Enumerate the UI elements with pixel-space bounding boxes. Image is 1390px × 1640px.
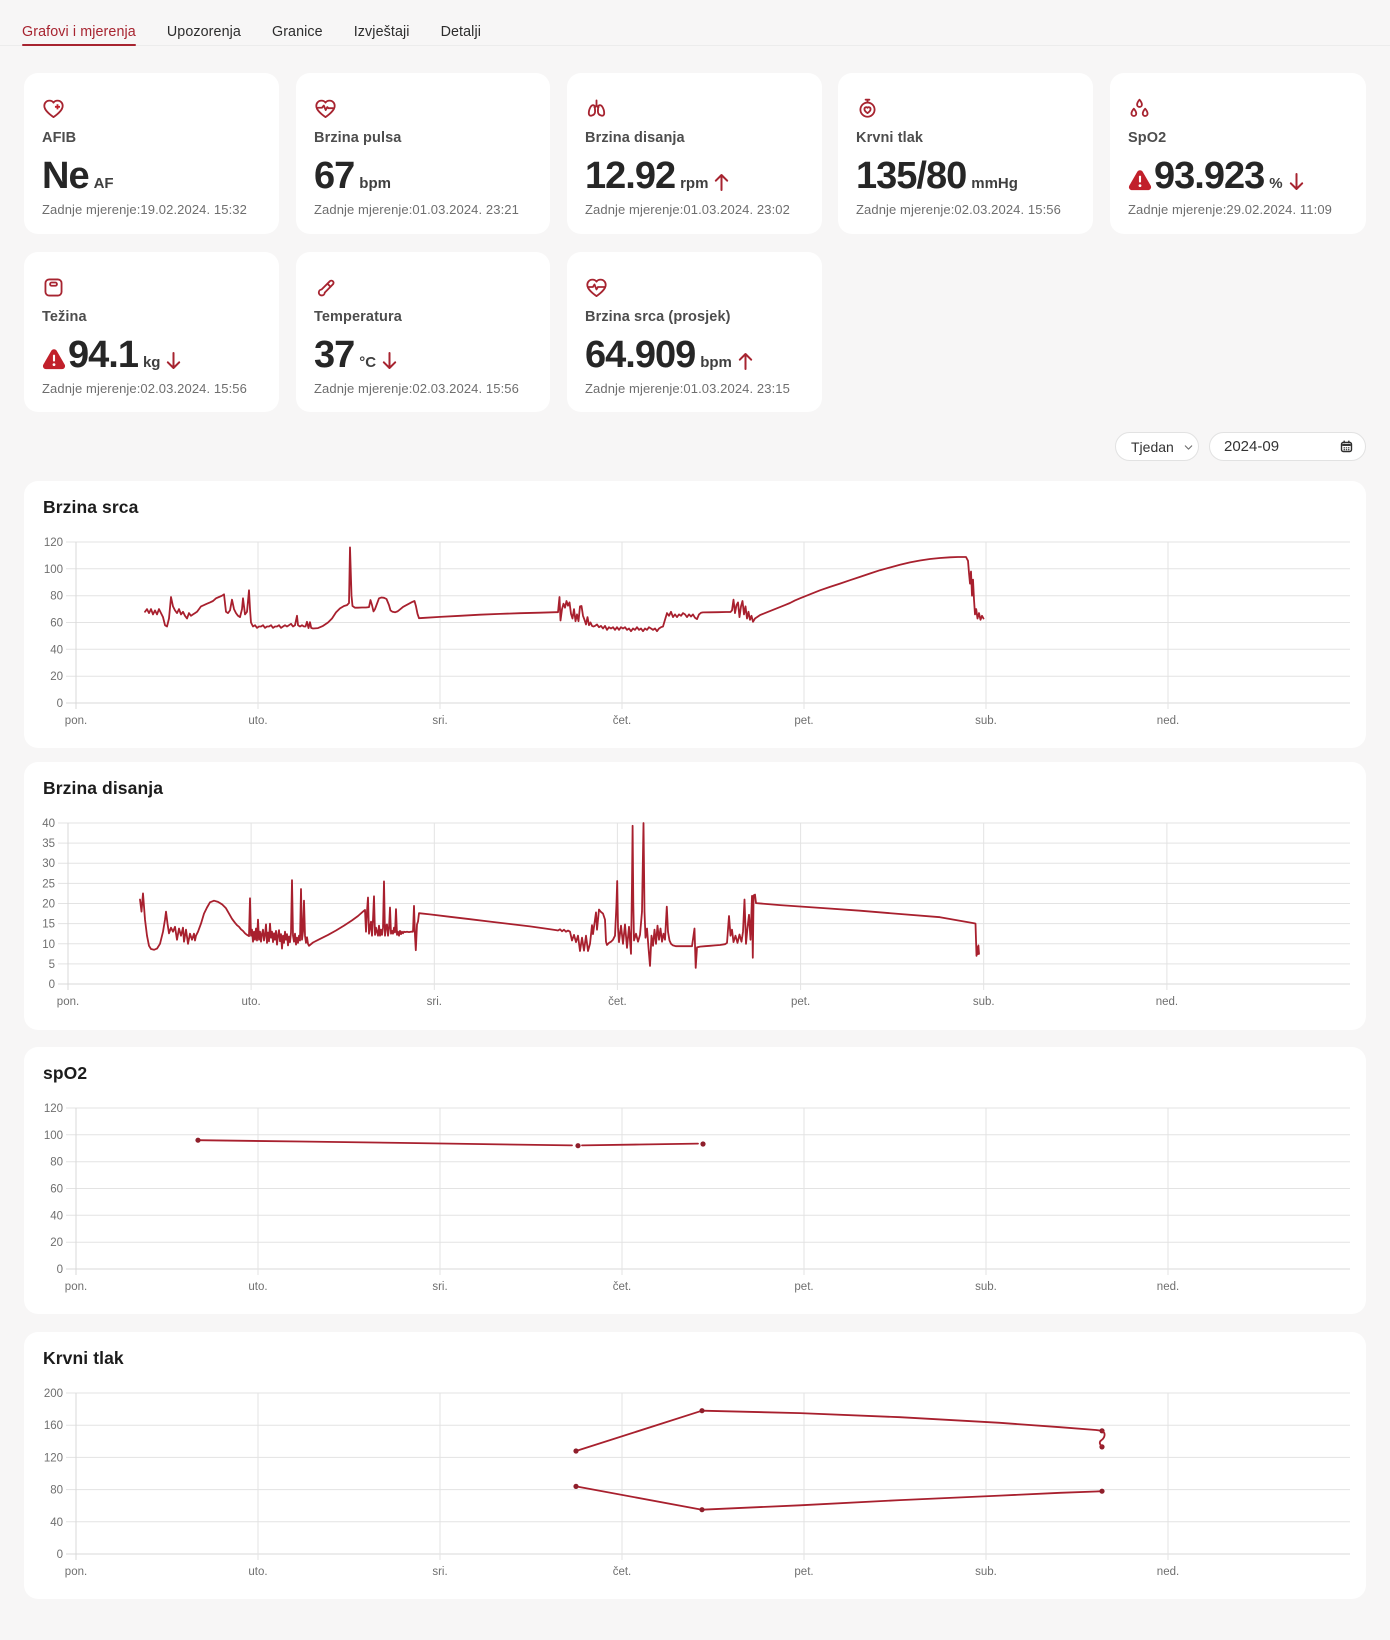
svg-text:80: 80	[50, 1157, 63, 1169]
svg-text:20: 20	[50, 1237, 63, 1249]
svg-text:35: 35	[42, 838, 55, 850]
svg-text:ned.: ned.	[1157, 1281, 1179, 1293]
svg-text:30: 30	[42, 858, 55, 870]
svg-text:sri.: sri.	[427, 996, 442, 1008]
svg-text:pon.: pon.	[65, 1281, 87, 1293]
svg-text:uto.: uto.	[248, 715, 267, 727]
svg-text:60: 60	[50, 1184, 63, 1196]
svg-text:ned.: ned.	[1156, 996, 1178, 1008]
svg-text:pet.: pet.	[791, 996, 810, 1008]
svg-text:pet.: pet.	[794, 715, 813, 727]
svg-text:ned.: ned.	[1157, 715, 1179, 727]
svg-text:pon.: pon.	[57, 996, 79, 1008]
svg-text:40: 40	[50, 644, 63, 656]
svg-text:40: 40	[50, 1210, 63, 1222]
svg-text:160: 160	[44, 1420, 63, 1432]
svg-text:25: 25	[42, 878, 55, 890]
svg-text:pet.: pet.	[794, 1566, 813, 1578]
svg-text:0: 0	[57, 1549, 63, 1561]
svg-text:čet.: čet.	[613, 1281, 632, 1293]
svg-text:ned.: ned.	[1157, 1566, 1179, 1578]
svg-text:uto.: uto.	[248, 1566, 267, 1578]
svg-text:10: 10	[42, 939, 55, 951]
svg-text:pon.: pon.	[65, 1566, 87, 1578]
svg-text:100: 100	[44, 1130, 63, 1142]
svg-text:15: 15	[42, 919, 55, 931]
svg-text:80: 80	[50, 1485, 63, 1497]
svg-text:200: 200	[44, 1388, 63, 1400]
svg-text:5: 5	[49, 959, 55, 971]
svg-text:sri.: sri.	[432, 715, 447, 727]
svg-text:0: 0	[57, 698, 63, 710]
svg-text:40: 40	[50, 1517, 63, 1529]
svg-text:pon.: pon.	[65, 715, 87, 727]
svg-text:čet.: čet.	[613, 715, 632, 727]
svg-text:0: 0	[57, 1264, 63, 1276]
svg-text:80: 80	[50, 591, 63, 603]
svg-text:uto.: uto.	[242, 996, 261, 1008]
svg-text:120: 120	[44, 537, 63, 549]
svg-text:120: 120	[44, 1103, 63, 1115]
svg-text:pet.: pet.	[794, 1281, 813, 1293]
svg-text:sri.: sri.	[432, 1281, 447, 1293]
svg-text:sub.: sub.	[975, 715, 997, 727]
svg-text:čet.: čet.	[613, 1566, 632, 1578]
svg-text:40: 40	[42, 818, 55, 830]
svg-text:sub.: sub.	[975, 1281, 997, 1293]
svg-text:20: 20	[50, 671, 63, 683]
svg-text:sri.: sri.	[432, 1566, 447, 1578]
svg-text:uto.: uto.	[248, 1281, 267, 1293]
svg-text:100: 100	[44, 564, 63, 576]
svg-text:0: 0	[49, 979, 55, 991]
svg-text:sub.: sub.	[975, 1566, 997, 1578]
svg-text:60: 60	[50, 618, 63, 630]
svg-text:120: 120	[44, 1452, 63, 1464]
svg-text:sub.: sub.	[973, 996, 995, 1008]
svg-text:20: 20	[42, 899, 55, 911]
svg-text:čet.: čet.	[608, 996, 627, 1008]
